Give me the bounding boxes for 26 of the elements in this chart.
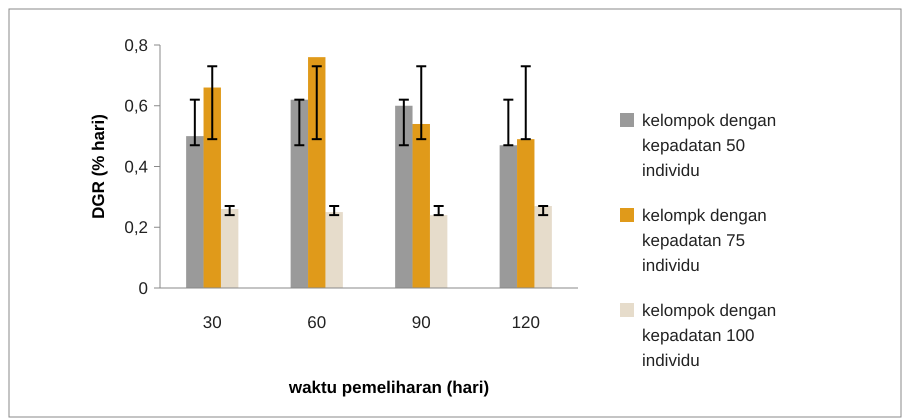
bar <box>534 206 552 288</box>
y-axis-title: DGR (% hari) <box>89 114 108 219</box>
bar <box>517 139 534 288</box>
y-tick-label: 0,6 <box>124 96 148 116</box>
y-tick-label: 0,2 <box>124 218 148 238</box>
bar <box>308 57 326 288</box>
x-tick-label: 90 <box>412 313 431 332</box>
x-axis-title: waktu pemeliharan (hari) <box>288 378 490 397</box>
bar <box>186 136 204 288</box>
x-tick-label: 60 <box>307 313 326 332</box>
y-tick-label: 0 <box>138 278 148 298</box>
bar <box>290 100 308 288</box>
y-tick-label: 0,4 <box>124 157 148 176</box>
bar <box>430 215 448 288</box>
x-tick-label: 120 <box>512 313 540 332</box>
legend-label: kelompk dengan kepadatan 75 individu <box>642 206 767 275</box>
x-tick-label: 30 <box>202 313 222 332</box>
bar <box>395 106 413 288</box>
bar <box>220 209 238 288</box>
y-tick-label: 0,8 <box>124 36 148 55</box>
bar <box>204 88 221 288</box>
legend-label: kelompok dengan kepadatan 50 individu <box>642 111 776 180</box>
bar <box>325 212 343 288</box>
bar <box>500 145 518 288</box>
legend-label: kelompok dengan kepadatan 100 individu <box>642 301 776 370</box>
bar <box>412 124 430 288</box>
